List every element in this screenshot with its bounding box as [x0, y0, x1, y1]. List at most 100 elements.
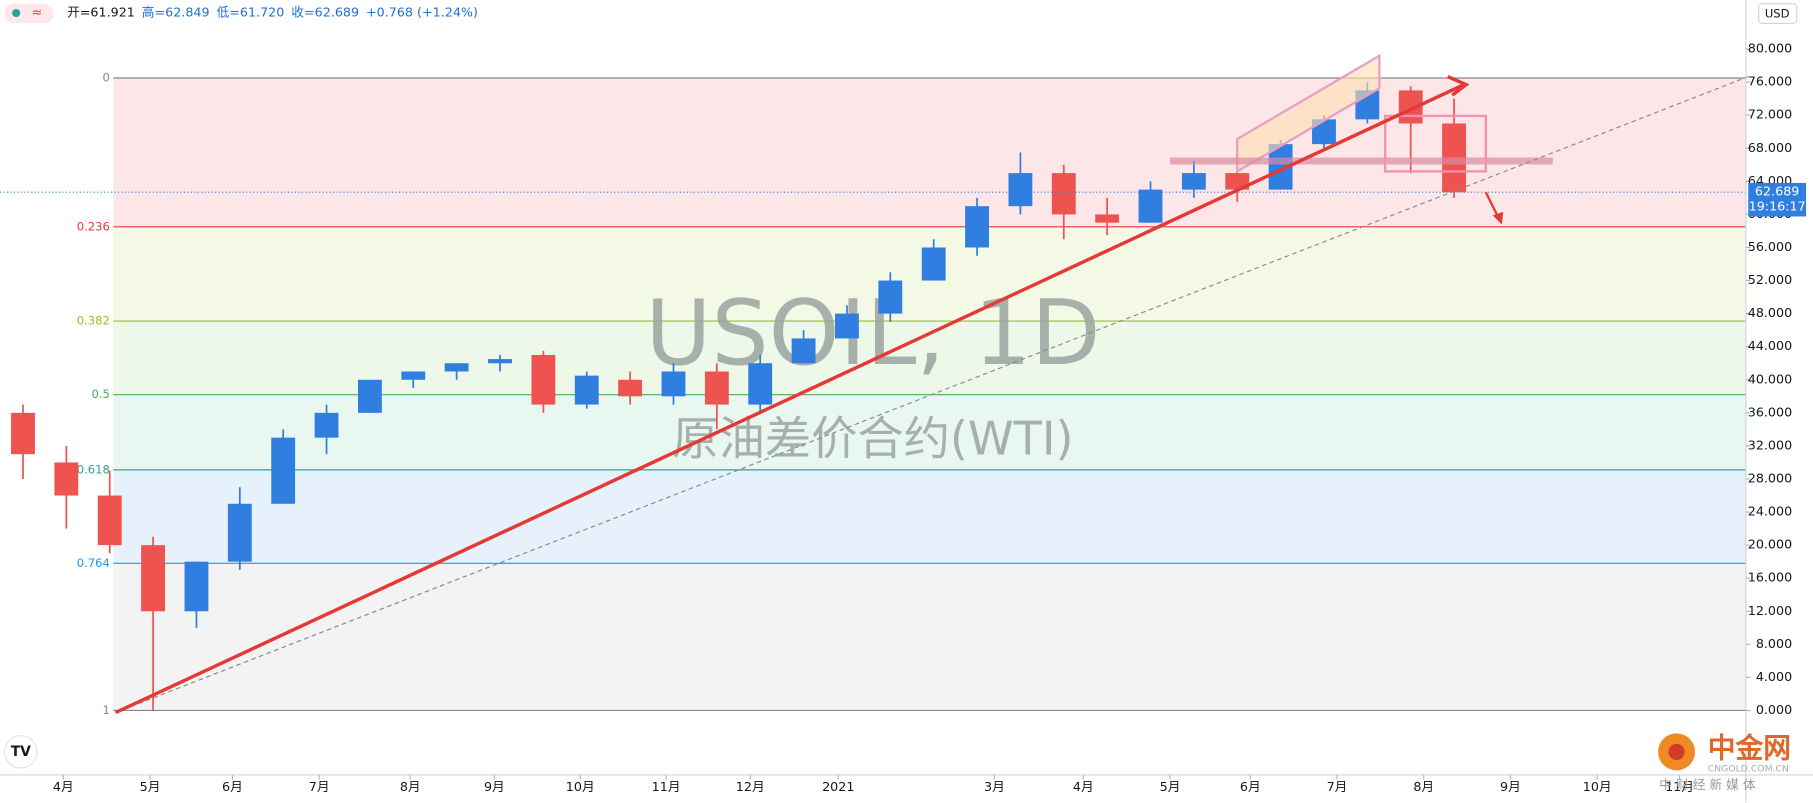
- last-price-badge: [1748, 182, 1807, 217]
- tv-logo-text: TV: [11, 744, 31, 760]
- last-price-label: 62.689: [1755, 184, 1799, 199]
- candle-body: [444, 363, 469, 372]
- candle-body: [531, 354, 556, 405]
- fib-band: [113, 394, 1746, 470]
- zone-drawing: [1170, 157, 1553, 165]
- logo-name: 中金网: [1708, 732, 1791, 765]
- y-tick-label: 80.000: [1748, 41, 1792, 56]
- x-tick-label: 8月: [1413, 779, 1434, 794]
- candle-body: [488, 359, 512, 364]
- candle-body: [97, 495, 122, 546]
- trend-arrow: [1446, 75, 1470, 97]
- tv-logo[interactable]: [4, 735, 38, 769]
- trendline: [114, 83, 1465, 715]
- x-tick-label: 10月: [1583, 779, 1612, 794]
- x-tick-label: 4月: [1073, 779, 1094, 794]
- down-arrow-head: [1492, 211, 1504, 225]
- candle-body: [791, 338, 816, 364]
- ohlc-item: 低=61.720: [217, 5, 285, 20]
- ohlc-item: 开=61.921: [67, 5, 135, 20]
- fib-level-label: 0.236: [77, 219, 110, 233]
- candle-body: [1225, 173, 1250, 190]
- ohlc-item: 收=62.689: [291, 5, 359, 20]
- candle-body: [965, 206, 989, 248]
- x-tick-label: 6月: [1240, 779, 1261, 794]
- fib-band: [113, 469, 1746, 564]
- axes: 0.000 4.000 8.000 12.000 16.000 20.000 24.000 2…: [53, 41, 1807, 794]
- candle-body: [401, 371, 426, 380]
- candle-body: [618, 379, 643, 397]
- logo-url: CNGOLD.COM.CN: [1708, 764, 1789, 775]
- x-tick-label: 11月: [1665, 779, 1694, 794]
- candle-body: [227, 503, 252, 562]
- candle-body: [184, 561, 209, 612]
- fib-bands: 0 0.236 0.382 0.5 0.618 0.764 1: [77, 70, 1746, 717]
- candle-body: [314, 412, 339, 438]
- x-tick-label: 11月: [652, 779, 681, 794]
- x-tick-label: 3月: [984, 779, 1005, 794]
- candle-body: [921, 247, 946, 281]
- fib-band: [113, 77, 1746, 227]
- y-tick-label: 12.000: [1748, 603, 1792, 618]
- y-tick-label: 32.000: [1748, 437, 1792, 452]
- x-tick-label: 8月: [400, 779, 421, 794]
- status-icon: ≈: [32, 5, 43, 20]
- x-tick-label: 7月: [309, 779, 330, 794]
- y-tick-label: 36.000: [1748, 404, 1792, 419]
- x-tick-label: 6月: [222, 779, 243, 794]
- fib-band: [113, 563, 1746, 711]
- candle-body: [878, 280, 903, 314]
- dashed-trendline: [115, 76, 1749, 714]
- x-tick-label: 12月: [736, 779, 765, 794]
- y-tick-label: 56.000: [1748, 239, 1792, 254]
- y-tick-label: 76.000: [1748, 74, 1792, 89]
- candle-body: [1051, 173, 1076, 215]
- status-pill[interactable]: [4, 3, 54, 24]
- x-tick-label: 9月: [1500, 779, 1521, 794]
- countdown: 19:16:17: [1749, 199, 1806, 214]
- y-tick-label: 48.000: [1748, 305, 1792, 320]
- candle-body: [574, 375, 599, 405]
- candle-body: [54, 462, 79, 496]
- logo-tagline: 中 财 经 新 媒 体: [1659, 777, 1756, 792]
- watermark-title: USOIL, 1D: [645, 281, 1100, 386]
- fib-level-label: 1: [102, 703, 109, 717]
- candle-body: [1138, 189, 1163, 223]
- candle-body: [835, 313, 859, 339]
- candle-body: [1181, 173, 1206, 190]
- plot: [0, 82, 1746, 711]
- candle-body: [704, 371, 729, 405]
- y-tick-label: 44.000: [1748, 338, 1792, 353]
- x-tick-label: 2021: [822, 779, 854, 794]
- candle-body: [11, 412, 35, 455]
- candle-body: [357, 379, 382, 413]
- candle-body: [661, 371, 686, 397]
- candle-body: [1008, 173, 1033, 207]
- candle-body: [141, 545, 166, 612]
- fib-level-label: 0: [102, 70, 109, 84]
- currency-button[interactable]: [1758, 3, 1798, 24]
- logo-icon-inner: [1668, 743, 1685, 760]
- candle-body: [271, 437, 296, 504]
- ohlc-item: +0.768 (+1.24%): [366, 5, 478, 20]
- fib-level-label: 0.618: [77, 462, 110, 476]
- x-tick-label: 10月: [566, 779, 595, 794]
- x-tick-label: 9月: [484, 779, 505, 794]
- x-tick-label: 5月: [140, 779, 161, 794]
- y-tick-label: 8.000: [1756, 636, 1792, 651]
- x-tick-label: 4月: [53, 779, 74, 794]
- y-tick-label: 0.000: [1756, 702, 1792, 717]
- fib-level-label: 0.5: [91, 387, 109, 401]
- y-tick-label: 20.000: [1748, 537, 1792, 552]
- currency[interactable]: USD: [1765, 7, 1790, 21]
- y-tick-label: 72.000: [1748, 107, 1792, 122]
- y-tick-label: 40.000: [1748, 371, 1792, 386]
- fib-level-label: 0.382: [77, 314, 110, 328]
- candle-body: [1312, 119, 1336, 145]
- watermark-subtitle: 原油差价合约(WTI): [672, 411, 1073, 465]
- y-tick-label: 68.000: [1748, 140, 1792, 155]
- y-tick-label: 16.000: [1748, 570, 1792, 585]
- y-tick-label: 28.000: [1748, 470, 1792, 485]
- status-dot: [12, 8, 21, 18]
- ohlc-header: 开=61.921 高=62.849 低=61.720 收=62.689 +0.768 (…: [67, 5, 478, 20]
